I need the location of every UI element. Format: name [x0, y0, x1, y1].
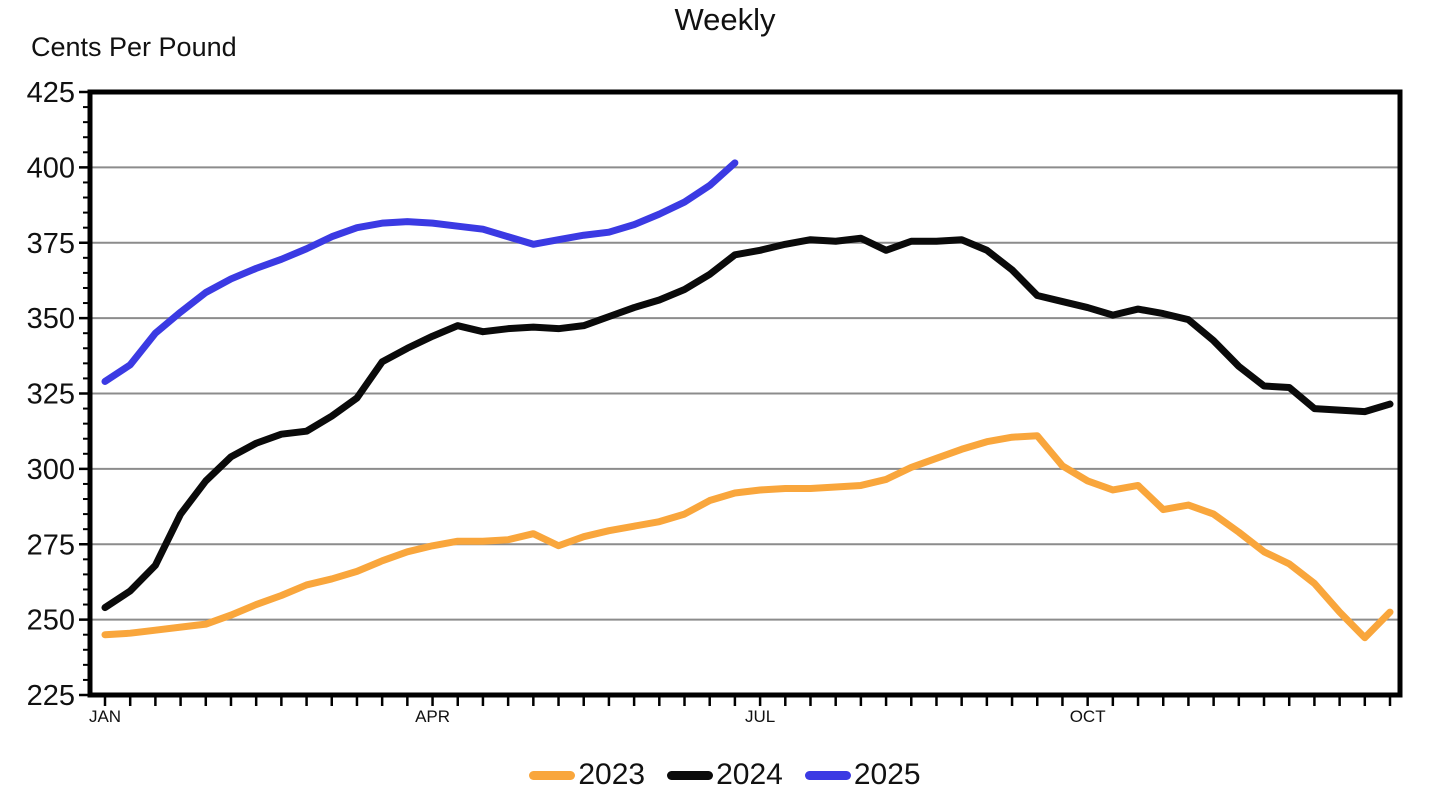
legend-label-2023: 2023	[578, 758, 646, 791]
y-tick-label-400: 400	[27, 152, 75, 184]
x-month-label-OCT: OCT	[1070, 707, 1106, 726]
legend-swatch-2024	[667, 770, 714, 780]
x-month-label-APR: APR	[415, 707, 450, 726]
y-tick-label-425: 425	[27, 77, 75, 109]
x-month-label-JAN: JAN	[89, 707, 121, 726]
y-tick-label-325: 325	[27, 379, 75, 411]
legend-label-2025: 2025	[853, 758, 921, 791]
legend-swatch-2023	[529, 770, 576, 780]
y-tick-label-375: 375	[27, 228, 75, 260]
y-tick-label-300: 300	[27, 454, 75, 486]
series-line-2025	[101, 159, 739, 385]
y-tick-label-275: 275	[27, 529, 75, 561]
legend: 2023 2024 2025	[0, 758, 1450, 792]
legend-label-2024: 2024	[716, 758, 783, 791]
y-tick-label-350: 350	[27, 303, 75, 335]
series-line-2024	[101, 234, 1394, 612]
plot-frame	[87, 89, 1403, 698]
legend-item-2024: 2024	[667, 758, 783, 792]
series-line-2023	[101, 432, 1394, 642]
legend-swatch-2025	[804, 770, 851, 780]
legend-item-2023: 2023	[529, 758, 645, 792]
y-axis-title: Cents Per Pound	[31, 32, 237, 62]
y-tick-label-225: 225	[27, 680, 75, 712]
x-month-label-JUL: JUL	[745, 707, 775, 726]
chart-title: Weekly	[674, 2, 776, 37]
legend-item-2025: 2025	[804, 758, 921, 792]
y-tick-label-250: 250	[27, 605, 75, 637]
